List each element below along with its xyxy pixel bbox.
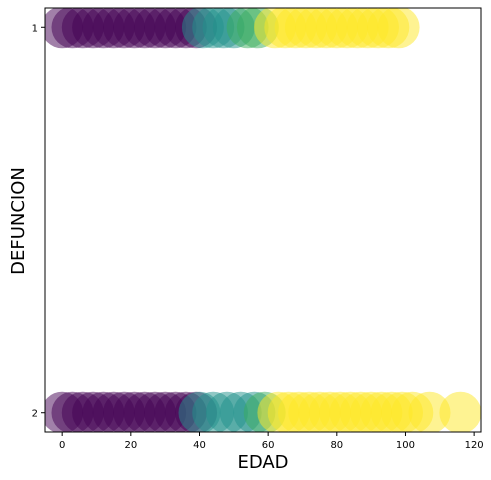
- x-tick-label: 0: [59, 440, 65, 451]
- x-tick-label: 100: [396, 440, 415, 451]
- data-points: [45, 8, 481, 432]
- x-tick-label: 120: [465, 440, 484, 451]
- y-tick-label: 2: [32, 409, 38, 420]
- data-point: [439, 391, 481, 432]
- x-tick-label: 80: [330, 440, 343, 451]
- x-tick-label: 60: [262, 440, 275, 451]
- data-point: [377, 8, 420, 49]
- x-axis: 0 20 40 60 80 100 120: [59, 432, 484, 451]
- x-tick-label: 20: [124, 440, 137, 451]
- y-axis-title: DEFUNCION: [8, 167, 29, 275]
- x-axis-title: EDAD: [237, 452, 288, 473]
- y-tick-label: 1: [32, 23, 38, 34]
- x-tick-label: 40: [193, 440, 206, 451]
- plot-frame: [44, 7, 482, 433]
- data-point: [408, 391, 451, 432]
- y-axis: 12: [32, 23, 45, 420]
